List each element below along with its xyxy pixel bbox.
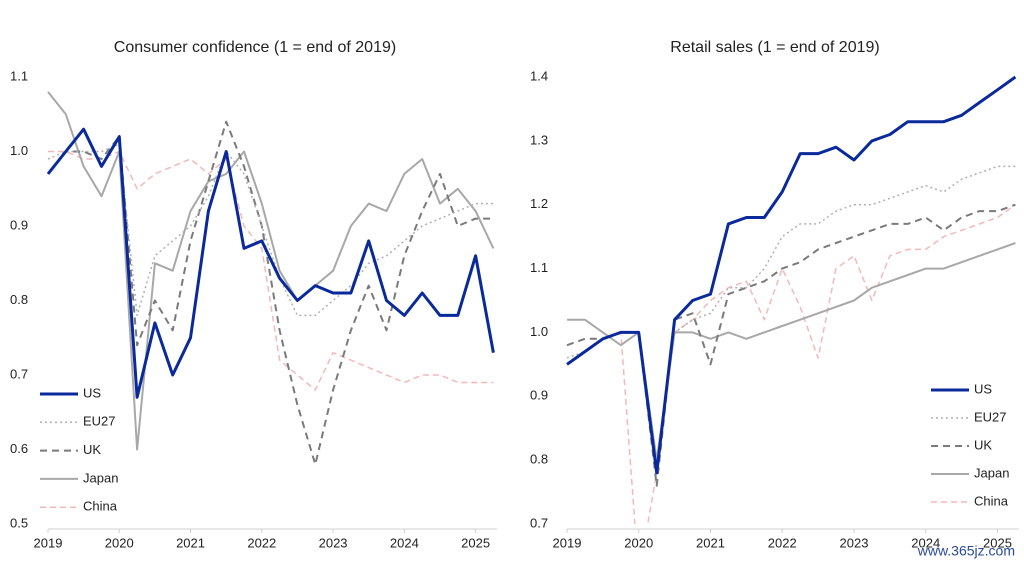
series-line bbox=[47, 120, 494, 466]
x-tick-label: 2019 bbox=[553, 535, 582, 550]
y-tick-label: 0.8 bbox=[530, 452, 548, 467]
series-line bbox=[48, 150, 494, 391]
y-tick-label: 1.3 bbox=[530, 132, 548, 147]
x-tick-label: 2023 bbox=[840, 535, 869, 550]
y-tick-label: 1.2 bbox=[530, 196, 548, 211]
y-tick-label: 0.7 bbox=[10, 366, 28, 381]
series-line bbox=[566, 204, 1016, 524]
x-tick-label: 2025 bbox=[983, 535, 1012, 550]
legend-label: UK bbox=[83, 442, 101, 457]
x-tick-label: 2023 bbox=[319, 535, 348, 550]
y-tick-label: 0.5 bbox=[10, 515, 28, 530]
y-tick-label: 1.1 bbox=[530, 260, 548, 275]
watermark: www.365jz.com bbox=[917, 543, 1015, 559]
y-tick-label: 0.9 bbox=[530, 388, 548, 403]
x-tick-label: 2025 bbox=[461, 535, 490, 550]
x-tick-label: 2021 bbox=[696, 535, 725, 550]
series-line bbox=[567, 242, 1016, 462]
series-line bbox=[566, 165, 1016, 461]
y-tick-label: 0.6 bbox=[10, 441, 28, 456]
y-tick-label: 0.7 bbox=[530, 515, 548, 530]
chart-title: Consumer confidence (1 = end of 2019) bbox=[114, 39, 396, 56]
x-tick-label: 2024 bbox=[390, 535, 419, 550]
legend-label: China bbox=[83, 499, 118, 514]
y-tick-label: 0.9 bbox=[10, 217, 28, 232]
series-line bbox=[46, 127, 495, 399]
legend-label: US bbox=[83, 385, 101, 400]
y-tick-label: 1.4 bbox=[530, 68, 548, 83]
y-tick-label: 1.0 bbox=[530, 324, 548, 339]
x-tick-label: 2020 bbox=[105, 535, 134, 550]
chart-title: Retail sales (1 = end of 2019) bbox=[670, 39, 879, 56]
x-tick-label: 2024 bbox=[911, 535, 940, 550]
x-tick-label: 2022 bbox=[247, 535, 276, 550]
legend-label: Japan bbox=[83, 470, 118, 485]
y-tick-label: 1.1 bbox=[10, 68, 28, 83]
series-line bbox=[566, 75, 1017, 475]
x-tick-label: 2019 bbox=[34, 535, 63, 550]
legend-label: US bbox=[974, 381, 992, 396]
legend-label: UK bbox=[974, 437, 992, 452]
x-tick-label: 2022 bbox=[768, 535, 797, 550]
y-tick-label: 1.0 bbox=[10, 143, 28, 158]
x-tick-label: 2020 bbox=[624, 535, 653, 550]
y-tick-label: 0.8 bbox=[10, 292, 28, 307]
legend-label: Japan bbox=[974, 465, 1009, 480]
x-tick-label: 2021 bbox=[176, 535, 205, 550]
legend-label: China bbox=[974, 493, 1009, 508]
series-line bbox=[566, 203, 1016, 487]
legend-label: EU27 bbox=[83, 414, 116, 429]
legend-label: EU27 bbox=[974, 409, 1007, 424]
